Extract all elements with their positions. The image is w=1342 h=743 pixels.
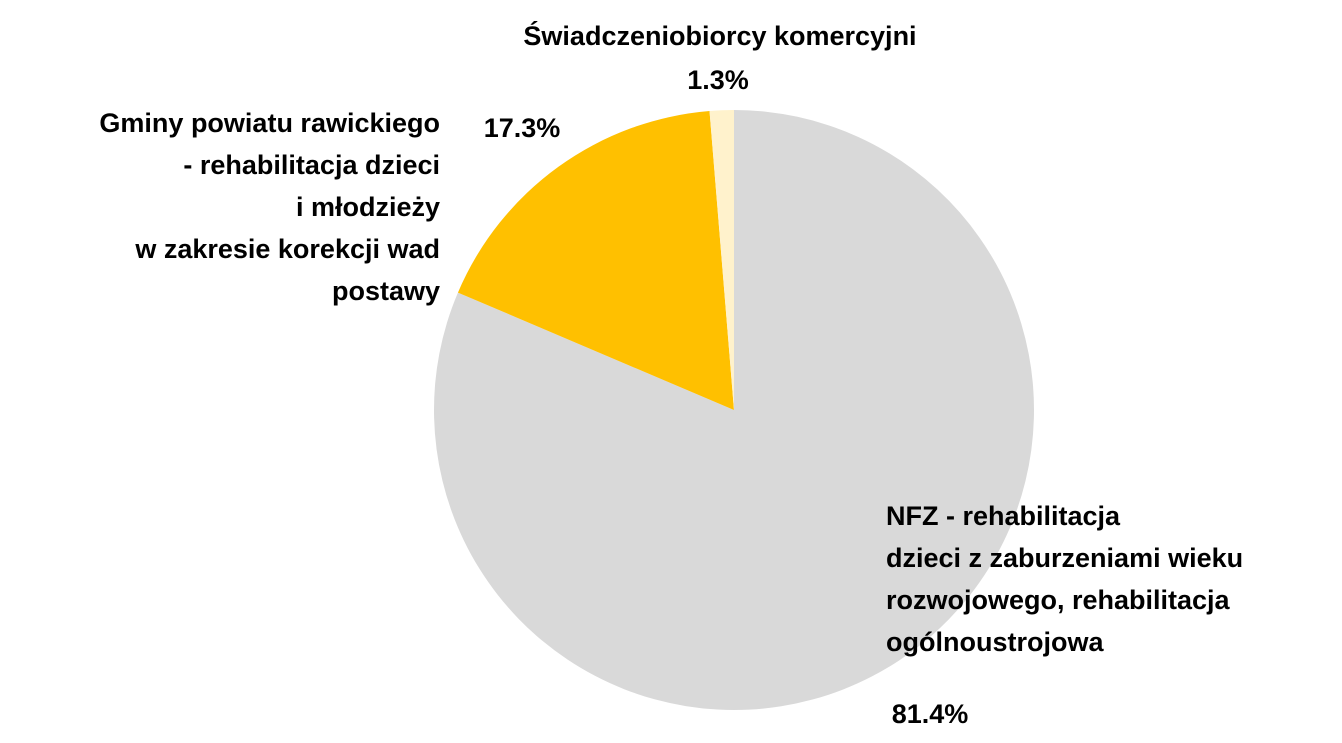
value-label: 17.3% [484,113,561,143]
label-line: i młodzieży [296,192,440,222]
pie-slice [433,110,1034,711]
label-line: postawy [332,276,440,306]
value-label: 81.4% [892,699,969,729]
value-label: 1.3% [687,65,749,95]
slice-label: Świadczeniobiorcy komercyjni [523,20,916,51]
label-line: w zakresie korekcji wad [134,234,440,264]
slice-label: NFZ - rehabilitacja dzieci z zaburzeniami… [886,501,1243,657]
label-line: NFZ - rehabilitacja [886,501,1121,531]
label-line: rozwojowego, rehabilitacja [886,585,1231,615]
label-line: Świadczeniobiorcy komercyjni [523,20,916,51]
label-line: Gminy powiatu rawickiego [99,108,440,138]
pie-slice [709,110,734,410]
label-line: dzieci z zaburzeniami wieku [886,543,1243,573]
label-line: ogólnoustrojowa [886,627,1104,657]
label-line: - rehabilitacja dzieci [183,150,440,180]
slice-label: Gminy powiatu rawickiego - rehabilitacja … [99,108,440,306]
pie-slice [457,111,734,411]
